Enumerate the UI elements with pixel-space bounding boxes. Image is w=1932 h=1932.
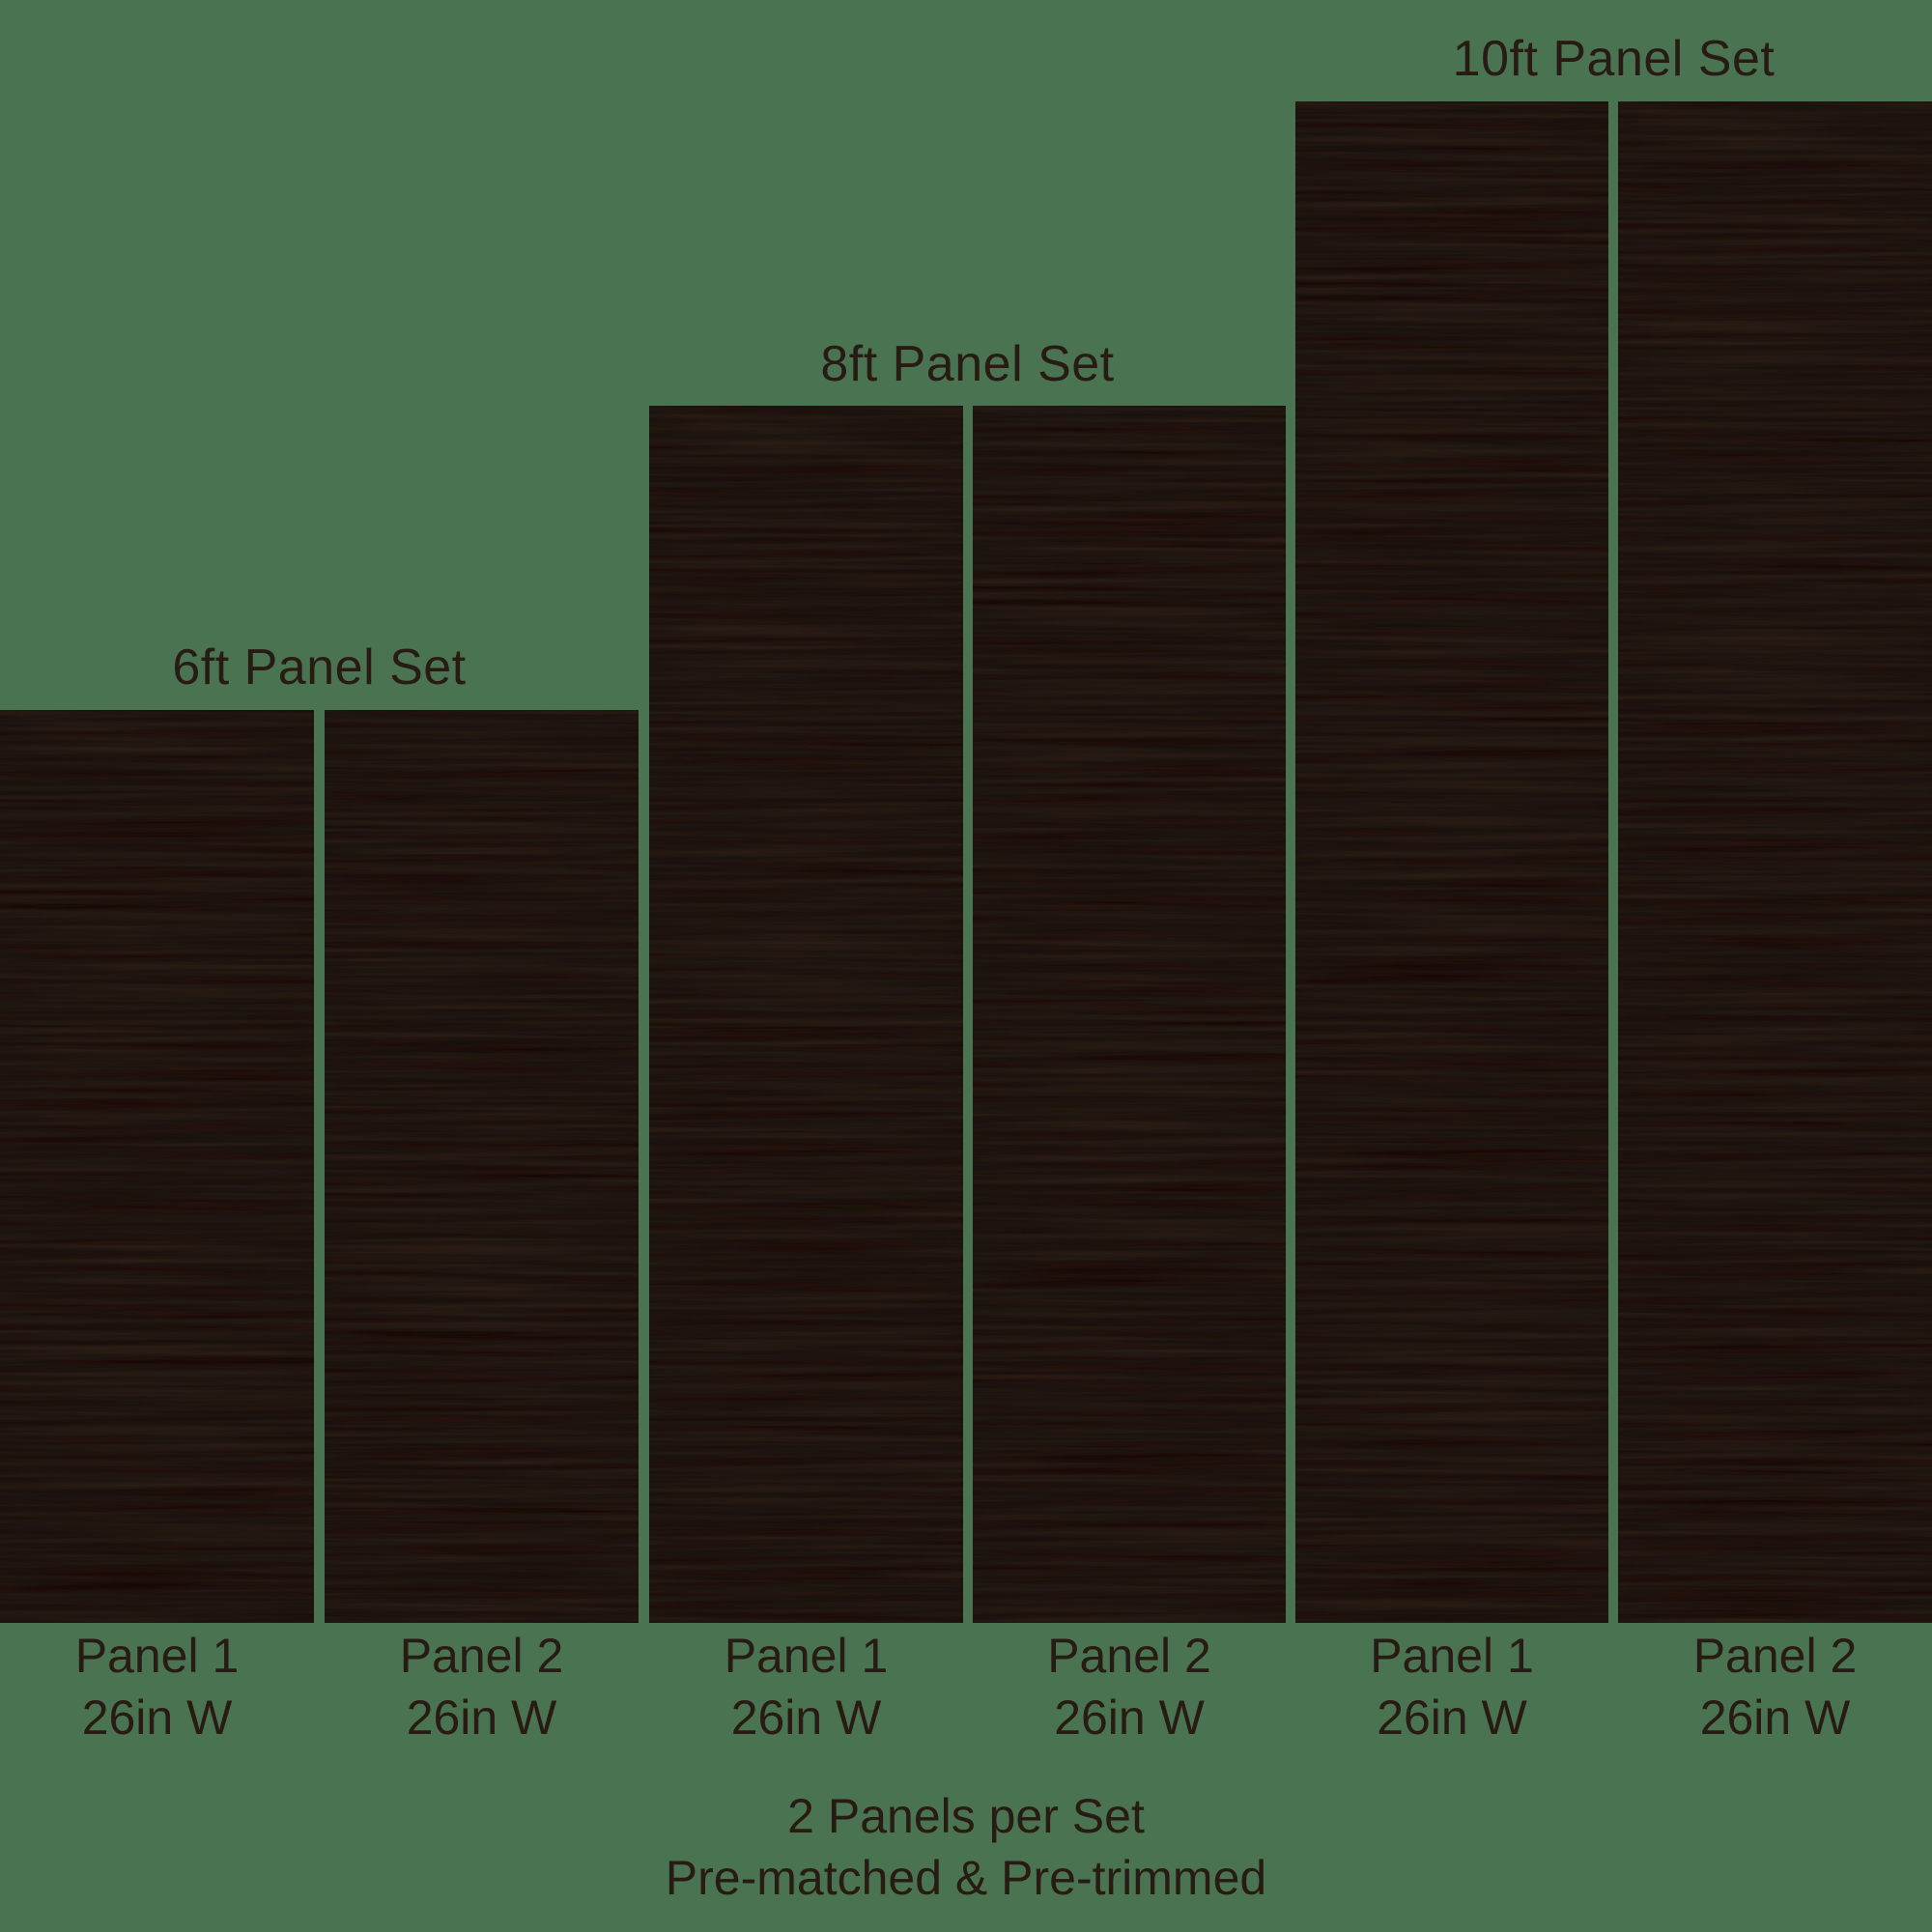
grasscloth-texture xyxy=(649,406,963,1623)
footer-line-panels-per-set: 2 Panels per Set xyxy=(787,1789,1145,1843)
panel-caption-10ft-2: Panel 2 26in W xyxy=(1618,1625,1932,1748)
panel-caption-name: Panel 1 xyxy=(74,1629,240,1683)
panel-swatch-10ft-1 xyxy=(1295,101,1608,1623)
panel-caption-width: 26in W xyxy=(1377,1690,1527,1745)
set-label-10ft: 10ft Panel Set xyxy=(1452,31,1776,87)
panel-caption-name: Panel 2 xyxy=(1047,1629,1211,1683)
grasscloth-texture xyxy=(1295,101,1608,1623)
panel-swatch-8ft-2 xyxy=(973,406,1286,1623)
panel-caption-name: Panel 1 xyxy=(724,1629,889,1683)
panel-swatch-8ft-1 xyxy=(649,406,963,1623)
panel-swatch-6ft-1 xyxy=(0,710,314,1623)
set-label-6ft: 6ft Panel Set xyxy=(172,639,467,696)
panel-caption-width: 26in W xyxy=(1699,1690,1851,1745)
footer-line-prematched: Pre-matched & Pre-trimmed xyxy=(665,1851,1267,1905)
panel-caption-8ft-2: Panel 2 26in W xyxy=(973,1625,1286,1748)
panel-caption-width: 26in W xyxy=(406,1690,557,1745)
grasscloth-texture xyxy=(0,710,314,1623)
panel-caption-width: 26in W xyxy=(730,1690,882,1745)
set-label-8ft: 8ft Panel Set xyxy=(820,336,1115,392)
panel-swatch-6ft-2 xyxy=(325,710,639,1623)
panel-caption-width: 26in W xyxy=(81,1690,233,1745)
grasscloth-texture xyxy=(1618,101,1932,1623)
panel-caption-10ft-1: Panel 1 26in W xyxy=(1295,1625,1608,1748)
panel-caption-6ft-1: Panel 1 26in W xyxy=(0,1625,314,1748)
grasscloth-texture xyxy=(325,710,639,1623)
footer-note: 2 Panels per Set Pre-matched & Pre-trimm… xyxy=(0,1785,1932,1909)
panel-caption-width: 26in W xyxy=(1054,1690,1205,1745)
panel-swatch-10ft-2 xyxy=(1618,101,1932,1623)
grasscloth-texture xyxy=(973,406,1286,1623)
panel-caption-name: Panel 1 xyxy=(1370,1629,1534,1683)
panel-caption-name: Panel 2 xyxy=(1692,1629,1858,1683)
panel-caption-8ft-1: Panel 1 26in W xyxy=(649,1625,963,1748)
panel-caption-name: Panel 2 xyxy=(399,1629,564,1683)
panel-caption-6ft-2: Panel 2 26in W xyxy=(325,1625,639,1748)
